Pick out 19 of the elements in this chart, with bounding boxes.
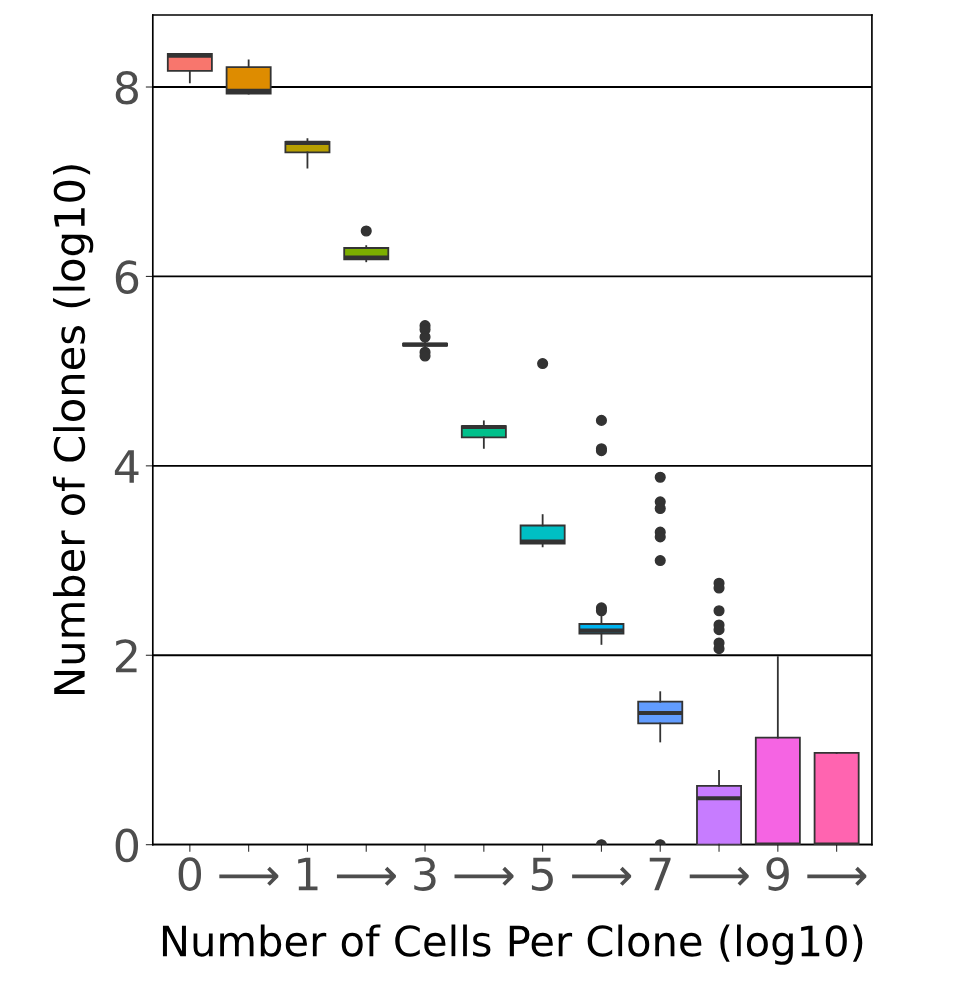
x-tick-label: ⟶ bbox=[219, 866, 279, 886]
y-tick-label: 8 bbox=[115, 70, 138, 105]
x-tick-label: ⟶ bbox=[689, 866, 749, 886]
x-axis-title: Number of Cells Per Clone (log10) bbox=[162, 924, 863, 965]
x-tick-label: 3 bbox=[414, 857, 436, 891]
x-tick-label: ⟶ bbox=[454, 866, 514, 886]
y-tick-label: 4 bbox=[114, 450, 139, 483]
y-axis-title: Number of Clones (log10) bbox=[52, 165, 94, 694]
x-tick-label: 5 bbox=[531, 857, 553, 891]
y-tick-label: 2 bbox=[115, 639, 137, 673]
x-tick-label: 1 bbox=[298, 857, 318, 891]
y-tick-label: 0 bbox=[115, 828, 139, 863]
x-tick-label: ⟶ bbox=[336, 866, 396, 886]
x-tick-label: 9 bbox=[766, 857, 789, 891]
x-tick-label: 7 bbox=[649, 857, 671, 891]
x-tick-label: ⟶ bbox=[807, 866, 867, 886]
x-tick-label: ⟶ bbox=[572, 866, 632, 886]
y-tick-label: 6 bbox=[115, 260, 139, 294]
x-tick-label: 0 bbox=[178, 857, 202, 891]
